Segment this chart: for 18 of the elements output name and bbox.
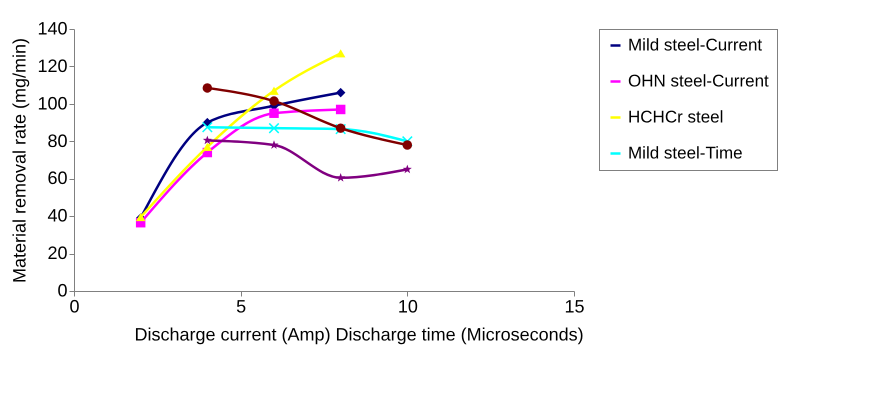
y-tick-label: 80	[47, 130, 68, 151]
x-tick-label: 10	[398, 296, 418, 316]
x-axis-title: Discharge current (Amp) Discharge time (Microseconds)	[134, 324, 584, 344]
y-tick-label: 120	[37, 56, 68, 76]
y-tick-label: 20	[47, 243, 68, 264]
y-tick-label: 0	[57, 280, 68, 300]
y-tick-label: 100	[37, 93, 68, 114]
y-tick-label: 40	[47, 206, 68, 226]
legend-label: OHN steel-Current	[628, 72, 770, 90]
legend-label: HCHCr steel	[628, 108, 724, 126]
y-axis-title: Material removal rate (mg/min)	[9, 38, 30, 284]
y-tick-label: 60	[47, 168, 68, 188]
legend-label: Mild steel-Current	[628, 36, 762, 54]
x-tick-label: 15	[564, 296, 585, 316]
x-tick-label: 0	[69, 296, 80, 316]
legend-label: Mild steel-Time	[628, 144, 743, 162]
x-tick-label: 5	[236, 296, 246, 316]
y-tick-label: 140	[37, 18, 68, 38]
